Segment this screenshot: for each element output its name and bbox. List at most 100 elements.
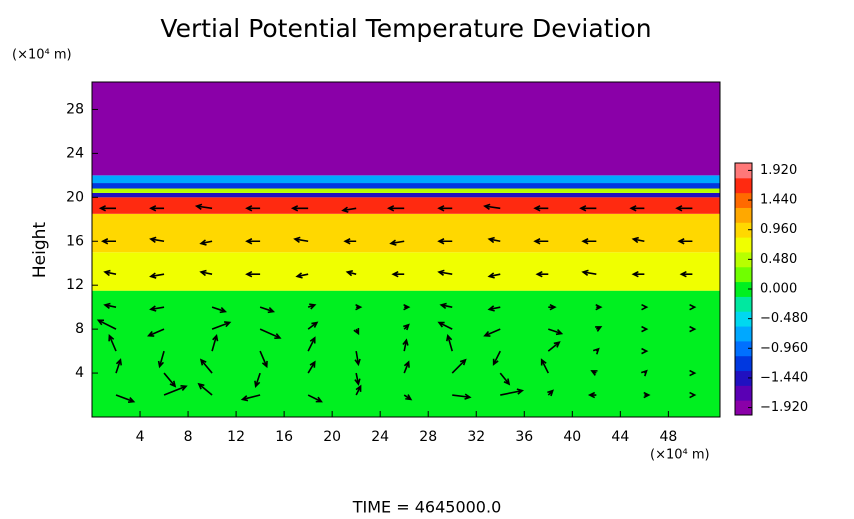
- field-band: [92, 252, 720, 291]
- wind-vector: [341, 206, 357, 213]
- colorbar-tick-label: −1.440: [760, 370, 808, 385]
- colorbar-segment: [735, 326, 752, 342]
- colorbar-segment: [735, 207, 752, 223]
- wind-vector: [245, 238, 261, 245]
- wind-vector: [451, 358, 467, 374]
- colorbar-tick-label: −0.480: [760, 311, 808, 326]
- colorbar-segment: [735, 266, 752, 283]
- wind-vector: [163, 372, 177, 388]
- wind-vector: [579, 205, 597, 212]
- wind-vector: [403, 394, 413, 401]
- wind-vector: [437, 205, 453, 212]
- x-tick-label: 32: [467, 429, 485, 445]
- wind-vector: [540, 358, 550, 374]
- wind-vector: [115, 358, 122, 374]
- colorbar-tick-label: 1.920: [760, 163, 797, 178]
- wind-vector: [149, 305, 165, 312]
- wind-vector: [679, 270, 693, 278]
- wind-vector: [245, 205, 261, 212]
- colorbar-segment: [735, 385, 752, 401]
- wind-vector: [629, 205, 645, 212]
- wind-vector: [149, 236, 165, 243]
- wind-vector: [307, 394, 323, 403]
- plot-frame: [91, 81, 721, 418]
- wind-vector: [483, 203, 501, 210]
- x-tick-label: 48: [659, 429, 677, 445]
- colorbar-segment: [735, 237, 752, 253]
- wind-vector: [115, 394, 136, 404]
- field-band: [92, 175, 720, 184]
- y-unit: (×10⁴ m): [12, 48, 72, 63]
- wind-vector: [295, 272, 309, 279]
- wind-vector: [675, 205, 693, 212]
- x-tick-label: 44: [611, 429, 629, 445]
- wind-vector: [211, 333, 219, 352]
- wind-vector: [641, 325, 649, 333]
- wind-vector: [293, 236, 309, 243]
- wind-vector: [403, 323, 410, 331]
- colorbar-segment: [735, 311, 752, 327]
- wind-vector: [689, 325, 697, 333]
- wind-vector: [592, 347, 600, 355]
- wind-vector: [259, 306, 276, 314]
- wind-vector: [290, 205, 309, 212]
- wind-vector: [389, 239, 405, 246]
- wind-vector: [439, 302, 453, 310]
- x-tick-label: 16: [275, 429, 293, 445]
- wind-vector: [355, 384, 362, 396]
- wind-vector: [581, 269, 597, 276]
- wind-vector: [403, 360, 410, 374]
- field-band: [92, 82, 720, 176]
- colorbar-segment: [735, 296, 752, 312]
- wind-vector: [446, 333, 453, 352]
- wind-vector: [437, 269, 453, 276]
- x-tick-label: 24: [371, 429, 389, 445]
- wind-vector: [631, 236, 645, 244]
- wind-vector: [199, 269, 213, 277]
- wind-vector: [492, 350, 501, 366]
- wind-vector: [345, 270, 357, 277]
- wind-vector: [149, 205, 165, 212]
- wind-vector: [307, 303, 317, 310]
- field-band: [92, 188, 720, 193]
- x-tick-label: 20: [323, 429, 341, 445]
- wind-vector: [500, 388, 525, 396]
- wind-vector: [640, 369, 648, 377]
- x-tick-label: 4: [136, 429, 145, 445]
- wind-vector: [245, 270, 261, 278]
- wind-vector: [689, 391, 697, 399]
- wind-vector: [547, 341, 561, 352]
- wind-vector: [211, 321, 232, 330]
- chart-title: Vertial Potential Temperature Deviation: [160, 14, 651, 43]
- colorbar-segment: [735, 400, 752, 416]
- wind-vector: [199, 239, 213, 246]
- wind-vector: [487, 305, 501, 312]
- wind-vector: [533, 238, 549, 245]
- wind-vector: [437, 238, 453, 245]
- wind-vector: [547, 389, 554, 397]
- x-tick-label: 36: [515, 429, 533, 445]
- field-band: [92, 183, 720, 189]
- y-tick-label: 28: [66, 101, 84, 117]
- wind-vector: [499, 372, 511, 386]
- wind-vector: [641, 303, 649, 311]
- wind-vector: [402, 338, 409, 352]
- wind-vector: [211, 306, 227, 314]
- wind-vector: [103, 269, 117, 277]
- wind-vector: [254, 372, 261, 388]
- y-axis-label: Height: [30, 222, 50, 279]
- wind-vector: [548, 328, 564, 336]
- x-tick-label: 8: [184, 429, 193, 445]
- wind-vector: [689, 369, 697, 377]
- wind-vector: [157, 350, 165, 369]
- wind-vector: [108, 334, 117, 352]
- colorbar-tick-label: −0.960: [760, 341, 808, 356]
- wind-vector: [587, 391, 597, 399]
- wind-vector: [147, 328, 165, 337]
- wind-vector: [643, 391, 651, 399]
- wind-vector: [533, 205, 549, 212]
- colorbar-segment: [735, 222, 752, 238]
- wind-vector: [487, 236, 501, 244]
- wind-vector: [437, 321, 453, 330]
